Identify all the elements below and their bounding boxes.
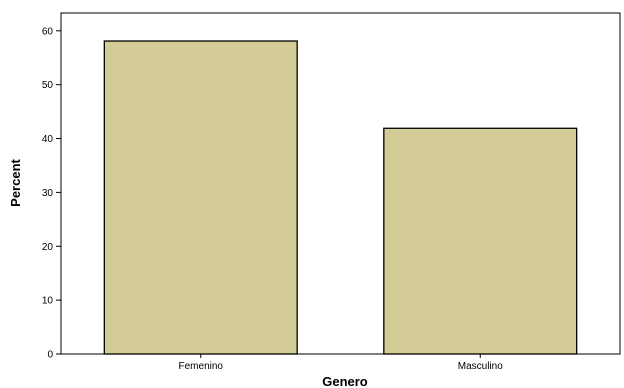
bar-masculino (383, 127, 578, 355)
x-tick-label: Masculino (458, 361, 503, 372)
x-axis-title: Genero (322, 374, 368, 388)
y-tick-label: 30 (42, 188, 54, 199)
y-tick-label: 40 (42, 134, 54, 145)
y-tick-label: 20 (42, 242, 54, 253)
y-tick-label: 0 (47, 350, 53, 361)
bar-femenino (103, 40, 298, 355)
y-tick-label: 50 (42, 80, 54, 91)
y-tick-label: 10 (42, 296, 54, 307)
x-tick-label: Femenino (179, 361, 224, 372)
x-axis: Femenino Masculino (179, 354, 503, 372)
y-tick-label: 60 (42, 26, 54, 37)
bars (103, 40, 578, 355)
y-axis-title: Percent (8, 158, 23, 206)
y-axis: 0 10 20 30 40 50 60 (42, 26, 61, 361)
